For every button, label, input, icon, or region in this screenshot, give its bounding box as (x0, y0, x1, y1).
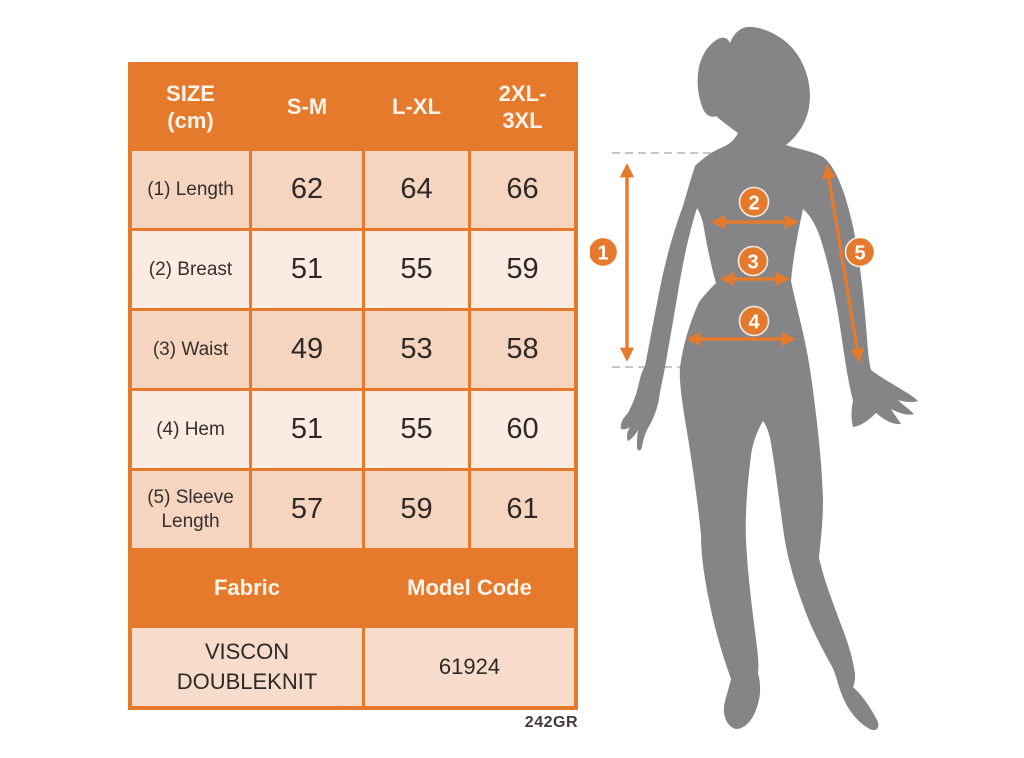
length-2xl3xl-value: 66 (471, 151, 574, 228)
marker-number: 2 (748, 193, 759, 215)
model-code-value-cell: 61924 (365, 628, 574, 706)
length-sm-value: 62 (252, 151, 362, 228)
sleeve-lxl-value: 59 (365, 471, 468, 548)
fabric-value-cell: VISCON DOUBLEKNIT (132, 628, 362, 706)
row-label-breast: (2) Breast (132, 231, 249, 308)
fabric-value: VISCON DOUBLEKNIT (176, 639, 318, 694)
size-table: SIZE (cm) S-M L-XL 2XL-3XL (1) Length 62… (128, 62, 578, 710)
marker-number: 1 (597, 243, 608, 265)
column-header-sm: S-M (252, 66, 362, 148)
size-unit-label: SIZE (cm) (166, 80, 215, 134)
waist-sm-value: 49 (252, 311, 362, 388)
measurement-marker-1: 1 (590, 236, 619, 268)
measurement-marker-4: 4 (738, 305, 770, 337)
marker-number: 5 (854, 243, 865, 265)
product-code-note: 242GR (524, 714, 578, 731)
sleeve-2xl3xl-value: 61 (471, 471, 574, 548)
fabric-header-cell: Fabric (132, 551, 362, 625)
breast-sm-value: 51 (252, 231, 362, 308)
woman-silhouette (620, 26, 918, 731)
breast-2xl3xl-value: 59 (471, 231, 574, 308)
sleeve-sm-value: 57 (252, 471, 362, 548)
row-label-hem: (4) Hem (132, 391, 249, 468)
measurement-marker-5: 5 (844, 236, 876, 268)
measurement-arrow-5-sleeve (821, 164, 865, 363)
hem-2xl3xl-value: 60 (471, 391, 574, 468)
waist-lxl-value: 53 (365, 311, 468, 388)
measurement-marker-2: 2 (738, 186, 770, 218)
length-lxl-value: 64 (365, 151, 468, 228)
measurement-marker-3: 3 (737, 245, 769, 277)
column-header-2xl3xl: 2XL-3XL (471, 66, 574, 148)
marker-circle (590, 236, 619, 268)
marker-circle (738, 186, 770, 218)
marker-circle (737, 245, 769, 277)
waist-2xl3xl-value: 58 (471, 311, 574, 388)
model-code-header-cell: Model Code (365, 551, 574, 625)
row-label-sleeve-length: (5) Sleeve Length (132, 471, 249, 548)
size-unit-header-cell: SIZE (cm) (132, 66, 249, 148)
column-header-lxl: L-XL (365, 66, 468, 148)
marker-number: 4 (748, 312, 760, 334)
row-label-length: (1) Length (132, 151, 249, 228)
hem-lxl-value: 55 (365, 391, 468, 468)
measurement-figure: 1 2 3 4 5 (590, 26, 918, 731)
marker-circle (738, 305, 770, 337)
breast-lxl-value: 55 (365, 231, 468, 308)
hem-sm-value: 51 (252, 391, 362, 468)
marker-circle (844, 236, 876, 268)
row-label-waist: (3) Waist (132, 311, 249, 388)
marker-number: 3 (747, 252, 758, 274)
